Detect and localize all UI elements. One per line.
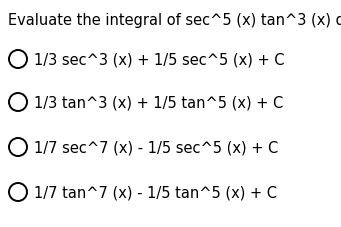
Text: 1/3 tan^3 (x) + 1/5 tan^5 (x) + C: 1/3 tan^3 (x) + 1/5 tan^5 (x) + C [34, 95, 283, 110]
Text: 1/3 sec^3 (x) + 1/5 sec^5 (x) + C: 1/3 sec^3 (x) + 1/5 sec^5 (x) + C [34, 52, 284, 67]
Text: Evaluate the integral of sec^5 (x) tan^3 (x) dx: Evaluate the integral of sec^5 (x) tan^3… [8, 13, 341, 28]
Text: 1/7 tan^7 (x) - 1/5 tan^5 (x) + C: 1/7 tan^7 (x) - 1/5 tan^5 (x) + C [34, 185, 277, 200]
Text: 1/7 sec^7 (x) - 1/5 sec^5 (x) + C: 1/7 sec^7 (x) - 1/5 sec^5 (x) + C [34, 140, 278, 155]
